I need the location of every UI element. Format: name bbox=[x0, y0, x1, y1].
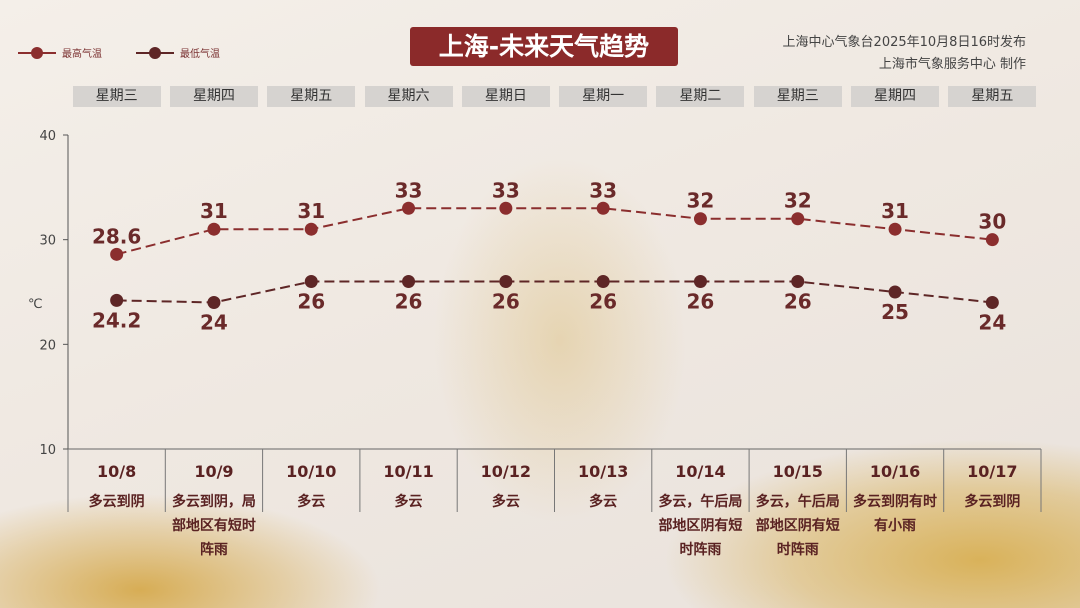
weekday-header: 星期四 bbox=[169, 86, 258, 107]
weather-description: 多云，午后局部地区阴有短时阵雨 bbox=[755, 494, 840, 558]
data-point bbox=[888, 222, 902, 236]
page-title: 上海-未来天气趋势 bbox=[410, 27, 678, 66]
data-point bbox=[402, 201, 416, 215]
data-point bbox=[304, 275, 318, 289]
x-tick-label: 10/10 bbox=[286, 462, 337, 481]
x-tick-label: 10/9 bbox=[194, 462, 234, 481]
data-label: 26 bbox=[395, 290, 423, 314]
weather-description: 多云，午后局部地区阴有短时阵雨 bbox=[658, 494, 743, 558]
data-point bbox=[110, 247, 124, 261]
weather-description: 多云到阴 bbox=[88, 494, 145, 510]
x-tick-label: 10/14 bbox=[675, 462, 726, 481]
weekday-header: 星期五 bbox=[948, 86, 1037, 107]
publisher-line-1: 上海中心气象台2025年10月8日16时发布 bbox=[782, 35, 1026, 50]
legend-low-label: 最低气温 bbox=[180, 49, 220, 60]
x-tick-label: 10/8 bbox=[97, 462, 137, 481]
weekday-header: 星期五 bbox=[267, 86, 356, 107]
data-label: 33 bbox=[589, 178, 617, 202]
data-point bbox=[499, 275, 513, 289]
data-label: 32 bbox=[687, 189, 715, 213]
data-point bbox=[596, 201, 610, 215]
y-tick-label: 10 bbox=[39, 443, 56, 458]
legend-high-marker bbox=[18, 46, 56, 59]
data-label: 33 bbox=[395, 178, 423, 202]
x-tick-label: 10/13 bbox=[577, 462, 629, 481]
data-point bbox=[207, 295, 221, 309]
data-label: 26 bbox=[687, 290, 715, 314]
data-label: 26 bbox=[297, 290, 325, 314]
data-label: 24 bbox=[200, 310, 228, 334]
data-label: 25 bbox=[881, 300, 909, 324]
x-tick-label: 10/15 bbox=[772, 462, 823, 481]
data-label: 24 bbox=[978, 310, 1006, 334]
data-label: 32 bbox=[784, 189, 812, 213]
data-label: 26 bbox=[589, 290, 617, 314]
data-label: 26 bbox=[784, 290, 812, 314]
data-point bbox=[888, 285, 902, 299]
data-point bbox=[499, 201, 513, 215]
data-label: 28.6 bbox=[92, 224, 141, 248]
data-label: 24.2 bbox=[92, 308, 141, 332]
data-point bbox=[985, 295, 999, 309]
data-point bbox=[693, 275, 707, 289]
data-label: 26 bbox=[492, 290, 520, 314]
weather-description: 多云 bbox=[589, 494, 618, 510]
data-point bbox=[693, 212, 707, 226]
data-point bbox=[207, 222, 221, 236]
data-label: 30 bbox=[978, 210, 1006, 234]
weather-description: 多云到阴 bbox=[964, 494, 1021, 510]
weather-description: 多云 bbox=[491, 494, 520, 510]
weekday-header: 星期日 bbox=[461, 86, 550, 107]
x-tick-label: 10/16 bbox=[869, 462, 921, 481]
x-tick-label: 10/17 bbox=[967, 462, 1018, 481]
legend-high-label: 最高气温 bbox=[62, 49, 102, 60]
x-tick-label: 10/11 bbox=[383, 462, 434, 481]
y-tick-label: 30 bbox=[39, 234, 56, 249]
data-label: 31 bbox=[200, 199, 228, 223]
data-label: 33 bbox=[492, 178, 520, 202]
series-line-low bbox=[116, 280, 993, 304]
x-tick-label: 10/12 bbox=[480, 462, 532, 481]
data-point bbox=[985, 233, 999, 247]
legend-low: 最低气温 bbox=[136, 45, 220, 60]
weather-description: 多云到阴，局部地区有短时阵雨 bbox=[171, 494, 256, 558]
data-point bbox=[304, 222, 318, 236]
weekday-header: 星期六 bbox=[364, 86, 453, 107]
data-label: 31 bbox=[297, 199, 325, 223]
weekday-header: 星期三 bbox=[72, 86, 161, 107]
weekday-header: 星期四 bbox=[851, 86, 940, 107]
weather-description: 多云到阴有时有小雨 bbox=[853, 494, 938, 534]
data-point bbox=[596, 275, 610, 289]
weather-description: 多云 bbox=[394, 494, 423, 510]
y-tick-label: 40 bbox=[39, 129, 56, 144]
weather-description: 多云 bbox=[297, 494, 326, 510]
weekday-header: 星期二 bbox=[656, 86, 745, 107]
unit-label: ℃ bbox=[28, 297, 43, 312]
legend-high: 最高气温 bbox=[18, 45, 102, 60]
data-point bbox=[791, 212, 805, 226]
weekday-header: 星期一 bbox=[559, 86, 648, 107]
y-tick-label: 20 bbox=[39, 338, 56, 353]
data-label: 31 bbox=[881, 199, 909, 223]
series-line-high bbox=[116, 207, 993, 256]
data-point bbox=[110, 293, 124, 307]
weekday-header: 星期三 bbox=[753, 86, 842, 107]
data-point bbox=[791, 275, 805, 289]
publisher-line-2: 上海市气象服务中心 制作 bbox=[878, 57, 1026, 72]
legend-low-marker bbox=[136, 46, 174, 59]
data-point bbox=[402, 275, 416, 289]
